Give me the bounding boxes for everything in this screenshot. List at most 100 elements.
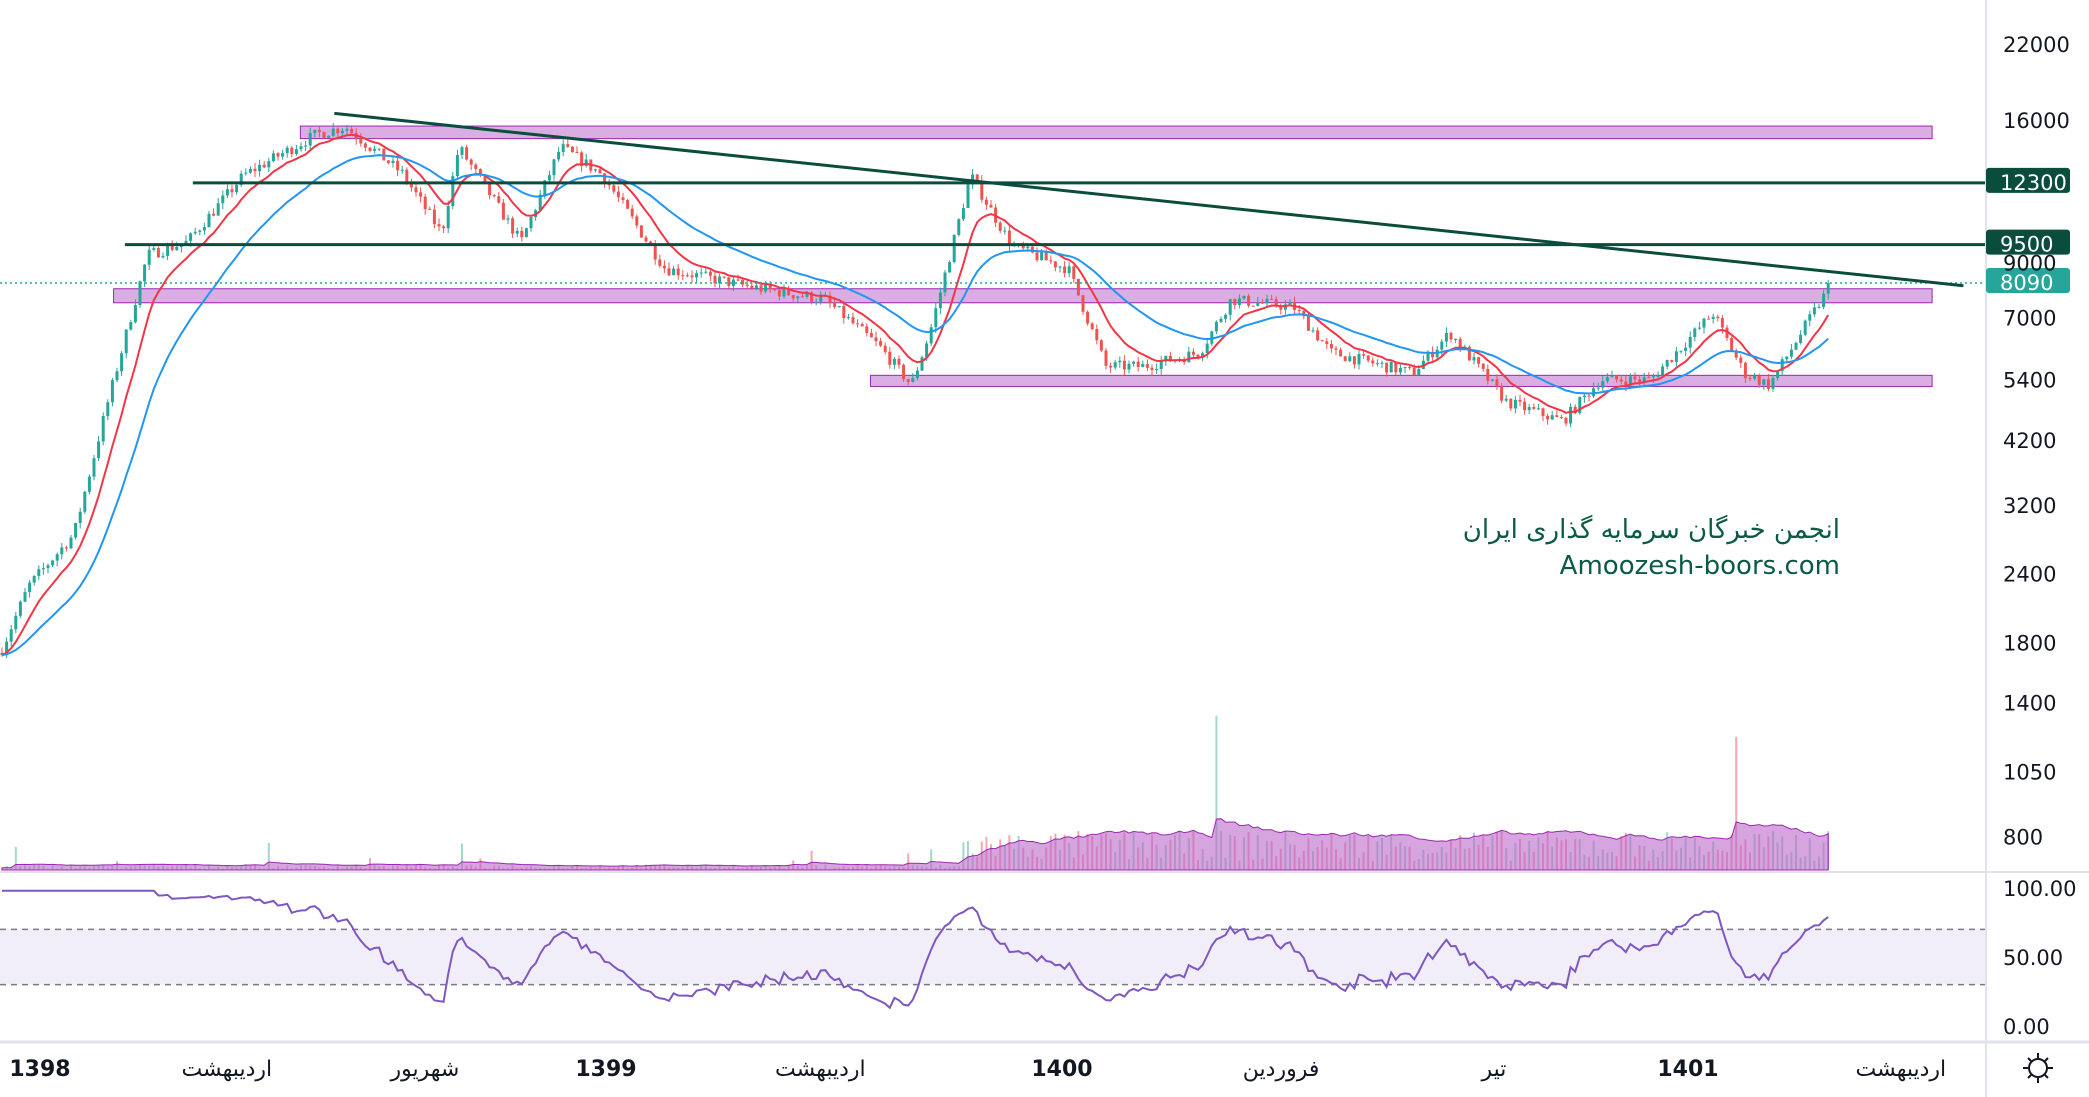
candle-body [1352, 356, 1356, 365]
candle-body [373, 148, 377, 151]
candle-body [1596, 387, 1600, 389]
candle-body [1113, 362, 1117, 368]
volume-bar [14, 847, 17, 870]
candle-body [308, 132, 312, 146]
candle-body [580, 152, 584, 166]
candle-body [120, 353, 124, 372]
candle-body [1504, 398, 1508, 401]
time-axis[interactable]: 1398 اردیبهشت شهریور 1399 اردیبهشت 1400 فروردی… [9, 1057, 1946, 1082]
candle-body [1251, 305, 1255, 307]
price-tick-label: 9000 [2003, 252, 2056, 276]
last-price-tag-bg [1986, 268, 2070, 294]
candle-body [124, 329, 128, 354]
price-tick-label: 16000 [2003, 109, 2070, 133]
candle-body [1638, 379, 1642, 382]
candle-body [888, 351, 892, 365]
candle-body [984, 199, 988, 205]
candle-body [156, 248, 160, 258]
candle-body [1518, 399, 1522, 402]
candle-body [1044, 252, 1048, 261]
candle-body [575, 152, 579, 154]
zones-layer [113, 125, 1933, 387]
candle-body [1385, 362, 1389, 373]
candle-body [952, 234, 956, 263]
candle-body [552, 159, 556, 176]
time-axis-label: اردیبهشت [1856, 1057, 1947, 1082]
candle-body [327, 135, 331, 138]
candle-body [1532, 407, 1536, 409]
candle-body [1168, 355, 1172, 362]
candle-body [235, 184, 239, 193]
candle-body [258, 164, 262, 172]
trendline [334, 111, 1964, 288]
candle-body [446, 205, 450, 229]
candle-body [198, 230, 202, 232]
candle-body [1490, 379, 1494, 381]
candle-body [340, 130, 344, 134]
candle-body [1730, 338, 1734, 351]
candle-body [874, 337, 878, 342]
candle-body [451, 176, 455, 206]
candle-body [1136, 361, 1140, 368]
level-price-tag: 12300 [2000, 171, 2067, 195]
candle-body [1500, 386, 1504, 401]
candle-body [1076, 278, 1080, 296]
settings-gear-icon[interactable] [2023, 1053, 2053, 1083]
candle-body [419, 192, 423, 197]
candle-body [166, 245, 170, 256]
volume-bar [962, 842, 965, 870]
candle-body [695, 273, 699, 278]
rsi-band-layer [0, 928, 1986, 986]
candle-body [635, 216, 639, 226]
candle-body [1063, 266, 1067, 274]
candle-body [1762, 379, 1766, 385]
candle-body [1688, 336, 1692, 348]
candle-body [1647, 377, 1651, 379]
candle-body [106, 402, 110, 417]
candle-body [23, 592, 27, 602]
candle-body [386, 160, 390, 164]
candle-body [143, 264, 147, 282]
candle-body [414, 187, 418, 193]
candle-body [787, 288, 791, 296]
last-price-tag: 8090 [2000, 271, 2053, 295]
candle-body [64, 547, 68, 549]
volume-bar [907, 853, 910, 870]
candle-body [359, 138, 363, 144]
candle-body [658, 259, 662, 266]
candle-body [777, 290, 781, 297]
price-axis[interactable]: 12300 9500 8090 22000 16000 9000 7000 5400 4200 3… [1986, 33, 2076, 1039]
candle-body [1398, 368, 1402, 373]
volume-bar [461, 843, 463, 870]
candle-body [101, 416, 105, 442]
candle-body [409, 182, 413, 188]
candle-body [1265, 298, 1269, 304]
candle-body [814, 301, 818, 303]
candle-body [322, 132, 326, 138]
watermark-line2: Amoozesh-boors.com [1560, 551, 1840, 581]
time-axis-label: اردیبهشت [181, 1057, 272, 1082]
candle-body [299, 146, 303, 150]
candle-body [1707, 318, 1711, 320]
candle-body [1205, 343, 1209, 354]
candle-body [800, 296, 804, 298]
candle-body [1357, 354, 1361, 365]
candle-body [1826, 283, 1830, 294]
candle-body [460, 147, 464, 155]
candle-body [975, 174, 979, 181]
candle-body [1555, 415, 1559, 418]
candle-body [207, 213, 211, 228]
candle-body [1026, 246, 1030, 249]
candle-body [1228, 299, 1232, 315]
candle-body [1306, 316, 1310, 331]
candle-body [1780, 359, 1784, 371]
candle-body [18, 601, 22, 616]
candle-body [368, 147, 372, 151]
candle-body [1734, 350, 1738, 358]
candle-body [276, 153, 280, 157]
candle-body [147, 249, 151, 265]
supply-demand-zone [113, 288, 1933, 304]
candle-body [538, 194, 542, 211]
candle-body [78, 511, 82, 523]
